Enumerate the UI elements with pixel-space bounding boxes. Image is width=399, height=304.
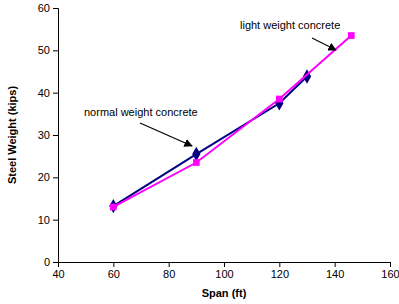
tick: 60 (38, 2, 58, 14)
tick-label: 0 (44, 256, 50, 268)
tick-mark (169, 262, 170, 267)
series-marker (276, 96, 283, 103)
tick-mark (53, 262, 58, 263)
tick-label: 40 (52, 268, 64, 280)
series-marker (193, 159, 200, 166)
annotation: normal weight concrete (84, 106, 198, 118)
tick: 30 (38, 129, 58, 141)
tick-label: 60 (38, 2, 50, 14)
tick-mark (390, 262, 391, 267)
axis-line (53, 9, 59, 263)
x-axis: 40 60 80 100 120 140 160 (52, 262, 399, 280)
tick-label: 160 (381, 268, 399, 280)
tick-label: 20 (38, 171, 50, 183)
tick-mark (53, 8, 58, 9)
series-group (109, 32, 354, 213)
tick: 20 (38, 171, 58, 183)
tick: 40 (38, 87, 58, 99)
annotation-arrow (140, 123, 192, 146)
annotation: light weight concrete (240, 19, 340, 31)
tick-label: 120 (271, 268, 289, 280)
tick-label: 60 (108, 268, 120, 280)
tick: 80 (163, 262, 175, 280)
y-axis-title: Steel Weight (kips) (6, 86, 18, 185)
tick-mark (224, 262, 225, 267)
tick: 100 (215, 262, 233, 280)
tick-mark (279, 262, 280, 267)
plot-area: 40 60 80 100 120 140 160 0 10 20 30 40 50 60 (38, 2, 399, 280)
series-marker (110, 204, 117, 211)
tick-mark (335, 262, 336, 267)
chart: 40 60 80 100 120 140 160 0 10 20 30 40 50 60 Span (ft)… (0, 0, 399, 304)
series-marker (348, 32, 355, 39)
annotation-arrow (312, 38, 336, 50)
tick-mark (53, 220, 58, 221)
tick: 50 (38, 44, 58, 56)
y-axis: 0 10 20 30 40 50 60 (38, 2, 59, 268)
series-marker (109, 199, 117, 213)
series-line (113, 36, 351, 207)
tick-label: 80 (163, 268, 175, 280)
tick-mark (53, 93, 58, 94)
tick-label: 140 (326, 268, 344, 280)
axis-line (59, 263, 391, 268)
tick-label: 40 (38, 87, 50, 99)
tick-mark (53, 50, 58, 51)
series-marker (275, 96, 283, 110)
tick: 60 (108, 262, 120, 280)
tick: 140 (326, 262, 344, 280)
series-line (113, 77, 307, 207)
tick: 160 (381, 262, 399, 280)
tick-label: 30 (38, 129, 50, 141)
tick-label: 10 (38, 214, 50, 226)
tick-label: 100 (215, 268, 233, 280)
tick-label: 50 (38, 44, 50, 56)
tick-mark (53, 135, 58, 136)
tick: 40 (52, 262, 64, 280)
tick-mark (53, 177, 58, 178)
tick: 10 (38, 214, 58, 226)
tick-mark (113, 262, 114, 267)
tick: 0 (44, 256, 58, 268)
x-axis-title: Span (ft) (202, 287, 247, 299)
tick: 120 (271, 262, 289, 280)
